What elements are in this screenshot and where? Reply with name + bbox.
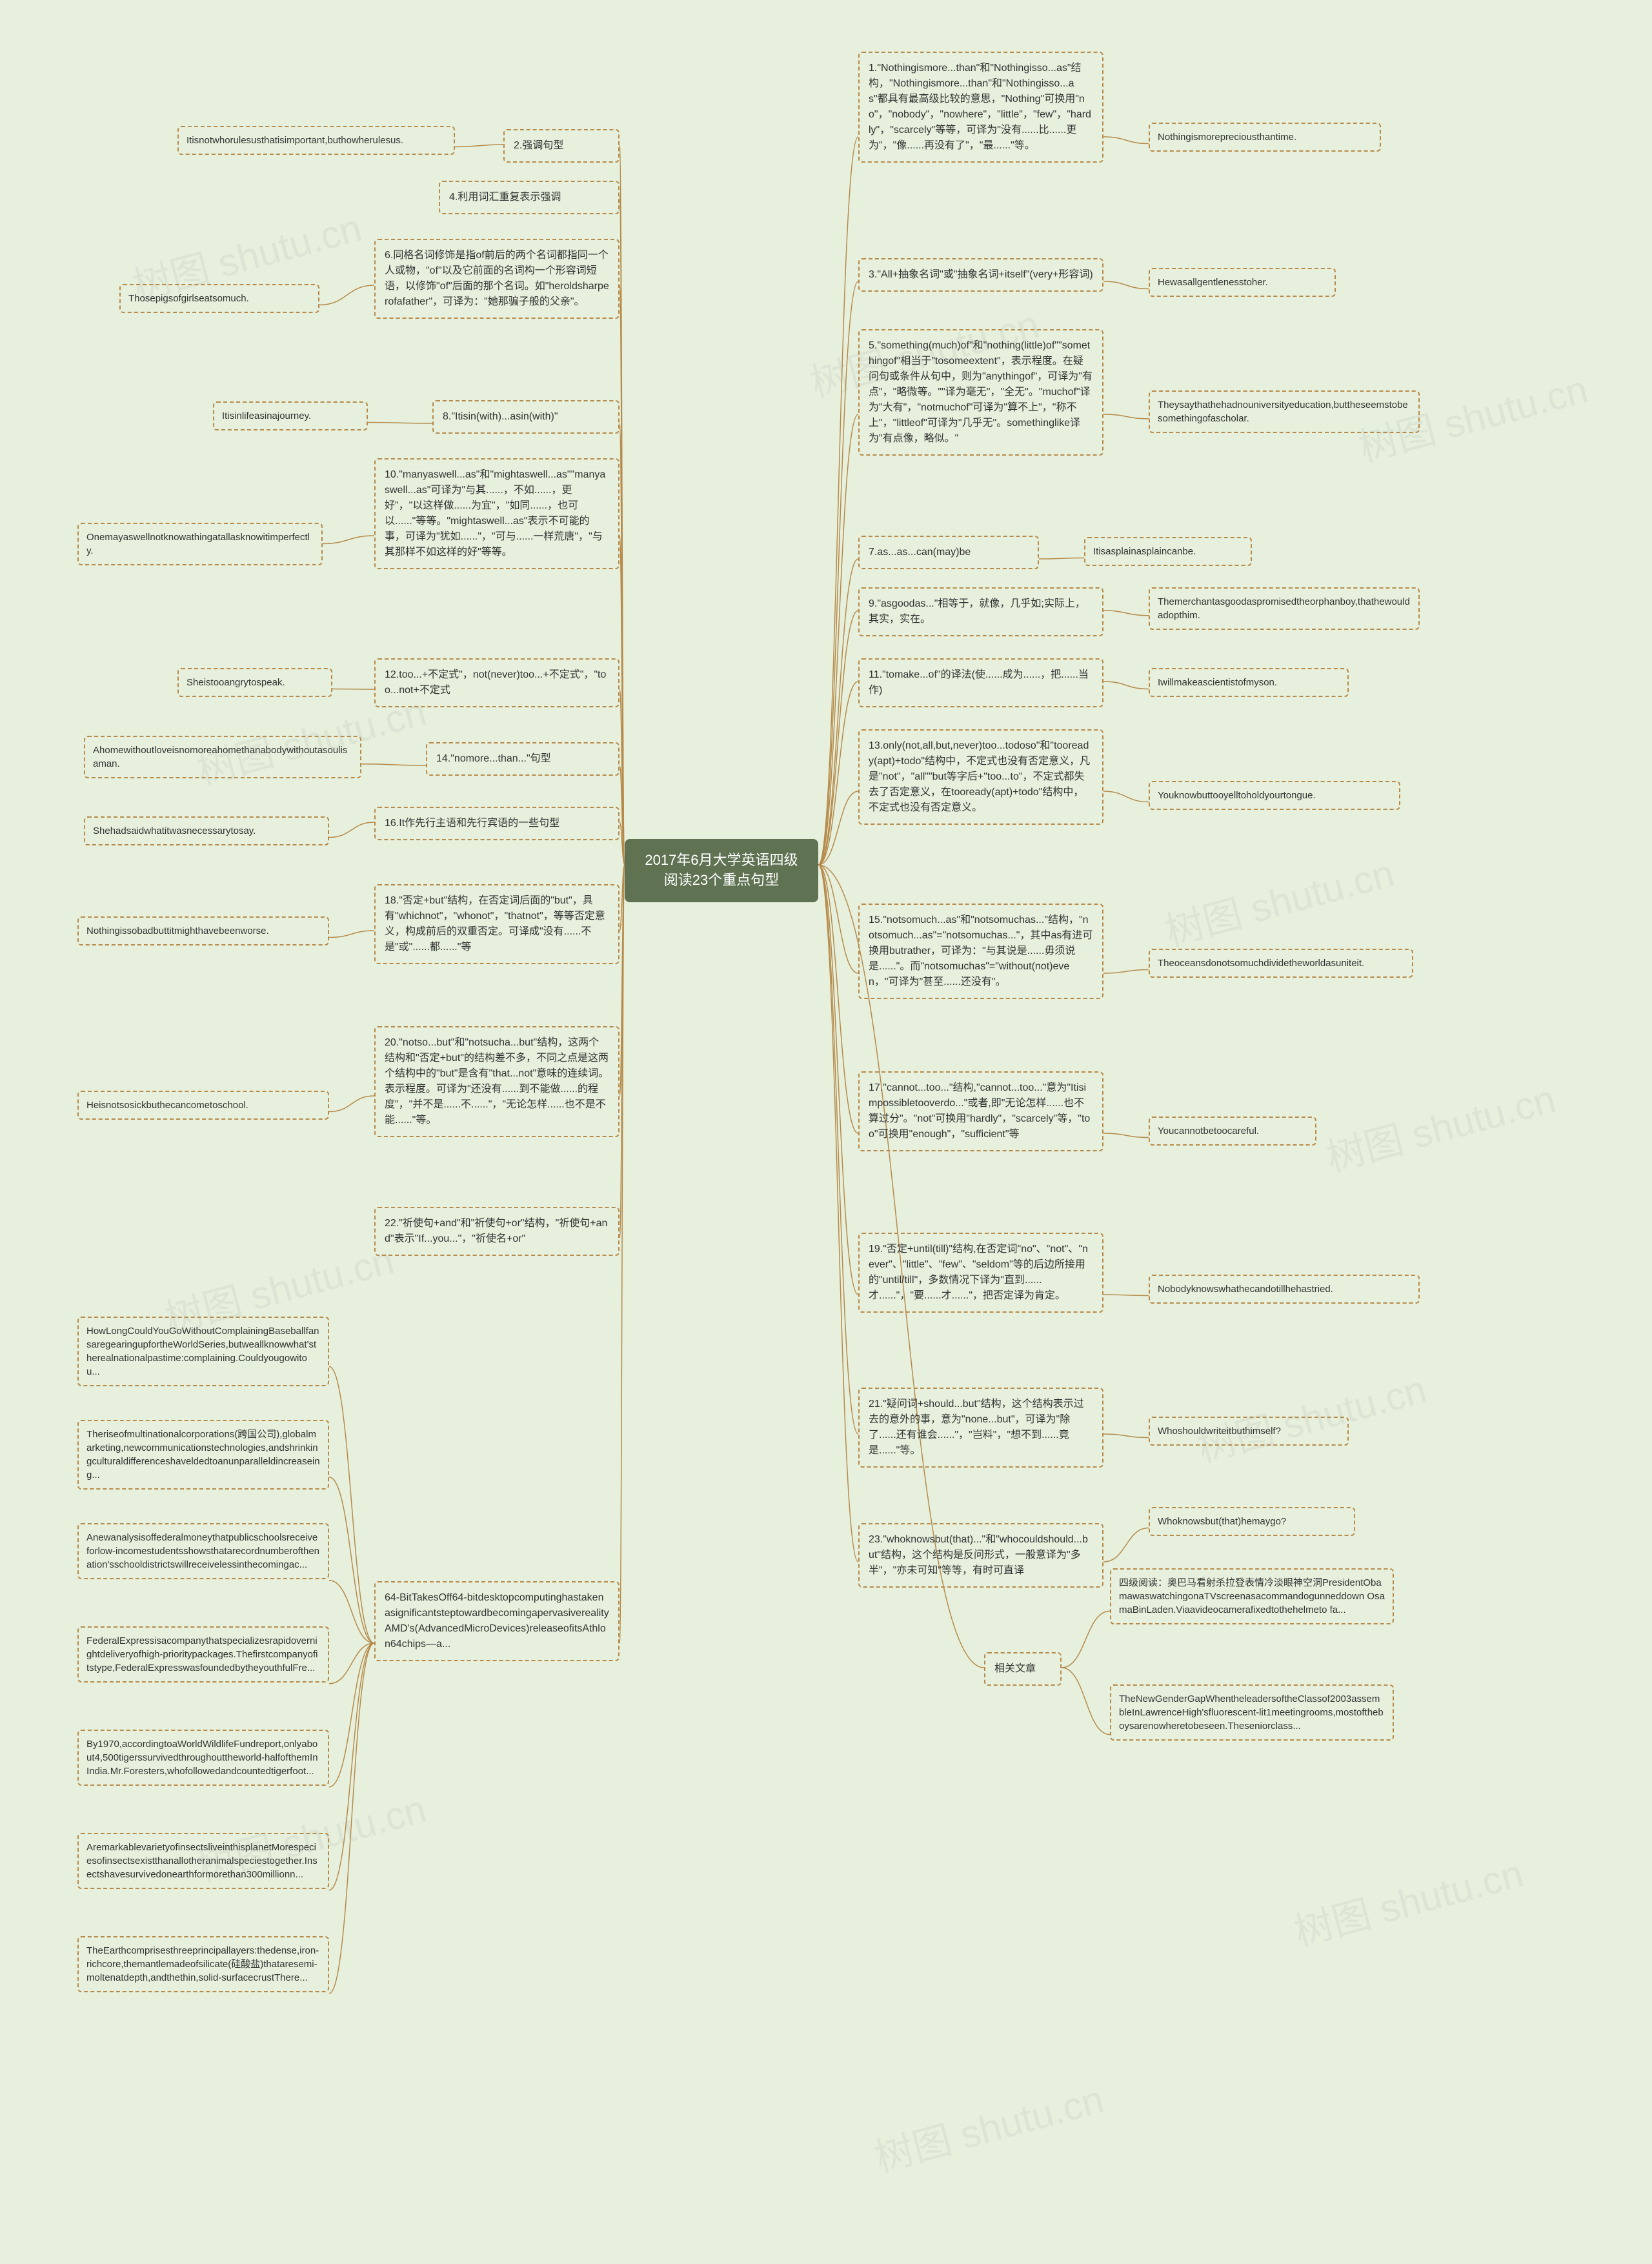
- right-branch-9: 19."否定+until(till)"结构,在否定词"no"、"not"、"ne…: [858, 1233, 1103, 1313]
- watermark: 树图 shutu.cn: [1320, 1067, 1561, 1182]
- right-leaf-0-0: Nothingismorepreciousthantime.: [1149, 123, 1381, 152]
- left-branch-7: 16.It作先行主语和先行宾语的一些句型: [374, 807, 620, 840]
- right-branch-2: 5."something(much)of"和"nothing(little)of…: [858, 329, 1103, 456]
- right-leaf-8-0: Youcannotbetoocareful.: [1149, 1117, 1316, 1146]
- left-leaf-6-0: Ahomewithoutloveisnomoreahomethanabodywi…: [84, 736, 361, 778]
- right-branch-0: 1."Nothingismore...than"和"Nothingisso...…: [858, 52, 1103, 163]
- left-branch-10: 22."祈使句+and"和"祈使句+or"结构，"祈使句+and"表示"If..…: [374, 1207, 620, 1256]
- watermark: 树图 shutu.cn: [1158, 842, 1400, 956]
- left-leaf-0-0: Itisnotwhorulesusthatisimportant,buthowh…: [177, 126, 455, 155]
- right-branch-3: 7.as...as...can(may)be: [858, 536, 1039, 569]
- right-leaf-2-0: Theysaythathehadnouniversityeducation,bu…: [1149, 390, 1420, 433]
- left-leaf-4-0: Onemayaswellnotknowathingatallasknowitim…: [77, 523, 323, 565]
- left-leaf-7-0: Shehadsaidwhatitwasnecessarytosay.: [84, 816, 329, 845]
- left-branch-11: 64-BitTakesOff64-bitdesktopcomputinghast…: [374, 1581, 620, 1661]
- right-branch-5: 11."tomake...of"的译法(使......成为......，把...…: [858, 658, 1103, 707]
- left-leaf-11-4: By1970,accordingtoaWorldWildlifeFundrepo…: [77, 1730, 329, 1786]
- left-leaf-11-1: Theriseofmultinationalcorporations(跨国公司)…: [77, 1420, 329, 1490]
- right-leaf-11-0: Whoknowsbut(that)hemaygo?: [1149, 1507, 1355, 1536]
- watermark: 树图 shutu.cn: [1287, 1842, 1529, 1957]
- left-leaf-11-2: Anewanalysisoffederalmoneythatpublicscho…: [77, 1523, 329, 1579]
- left-branch-1: 4.利用词汇重复表示强调: [439, 181, 620, 214]
- watermark: 树图 shutu.cn: [1191, 1358, 1432, 1473]
- right-leaf-10-0: Whoshouldwriteitbuthimself?: [1149, 1417, 1349, 1446]
- right-leaf-12-0: 四级阅读：奥巴马看射杀拉登表情冷淡眼神空洞PresidentObamawaswa…: [1110, 1568, 1394, 1624]
- left-branch-9: 20."notso...but"和"notsucha...but"结构，这两个结…: [374, 1026, 620, 1137]
- left-branch-5: 12.too...+不定式"，not(never)too...+不定式"，"to…: [374, 658, 620, 707]
- left-leaf-11-6: TheEarthcomprisesthreeprincipallayers:th…: [77, 1936, 329, 1992]
- right-leaf-12-1: TheNewGenderGapWhentheleadersoftheClasso…: [1110, 1684, 1394, 1741]
- left-branch-2: 6.同格名词修饰是指of前后的两个名词都指同一个人或物，"of"以及它前面的名词…: [374, 239, 620, 319]
- right-leaf-5-0: Iwillmakeascientistofmyson.: [1149, 668, 1349, 697]
- right-branch-6: 13.only(not,all,but,never)too...todoso"和…: [858, 729, 1103, 825]
- right-branch-10: 21."疑问词+should...but"结构，这个结构表示过去的意外的事，意为…: [858, 1388, 1103, 1468]
- left-leaf-8-0: Nothingissobadbuttitmighthavebeenworse.: [77, 916, 329, 945]
- root-node: 2017年6月大学英语四级阅读23个重点句型: [625, 839, 818, 902]
- left-leaf-11-3: FederalExpressisacompanythatspecializesr…: [77, 1626, 329, 1683]
- left-branch-4: 10."manyaswell...as"和"mightaswell...as""…: [374, 458, 620, 569]
- left-branch-6: 14."nomore...than..."句型: [426, 742, 620, 776]
- left-leaf-3-0: Itisinlifeasinajourney.: [213, 401, 368, 430]
- right-branch-1: 3."All+抽象名词"或"抽象名词+itself"(very+形容词): [858, 258, 1103, 292]
- left-leaf-2-0: Thosepigsofgirlseatsomuch.: [119, 284, 319, 313]
- right-leaf-3-0: Itisasplainasplaincanbe.: [1084, 537, 1252, 566]
- right-leaf-9-0: Nobodyknowswhathecandotillhehastried.: [1149, 1275, 1420, 1304]
- left-leaf-11-0: HowLongCouldYouGoWithoutComplainingBaseb…: [77, 1317, 329, 1386]
- left-leaf-5-0: Sheistooangrytospeak.: [177, 668, 332, 697]
- right-leaf-6-0: Youknowbuttooyelltoholdyourtongue.: [1149, 781, 1400, 810]
- watermark: 树图 shutu.cn: [868, 2068, 1109, 2183]
- right-branch-12: 相关文章: [984, 1652, 1062, 1686]
- right-branch-7: 15."notsomuch...as"和"notsomuchas..."结构，"…: [858, 904, 1103, 999]
- right-leaf-7-0: Theoceansdonotsomuchdividetheworldasunit…: [1149, 949, 1413, 978]
- left-branch-3: 8."Itisin(with)...asin(with)": [432, 400, 620, 434]
- right-branch-4: 9."asgoodas..."相等于，就像，几乎如;实际上，其实，实在。: [858, 587, 1103, 636]
- right-branch-8: 17."cannot...too..."结构,"cannot...too..."…: [858, 1071, 1103, 1151]
- left-branch-8: 18."否定+but"结构，在否定词后面的"but"，具有"whichnot"，…: [374, 884, 620, 964]
- right-leaf-1-0: Hewasallgentlenesstoher.: [1149, 268, 1336, 297]
- left-leaf-11-5: Aremarkablevarietyofinsectsliveinthispla…: [77, 1833, 329, 1889]
- right-branch-11: 23."whoknowsbut(that)..."和"whocouldshoul…: [858, 1523, 1103, 1588]
- left-branch-0: 2.强调句型: [503, 129, 620, 163]
- left-leaf-9-0: Heisnotsosickbuthecancometoschool.: [77, 1091, 329, 1120]
- right-leaf-4-0: Themerchantasgoodaspromisedtheorphanboy,…: [1149, 587, 1420, 630]
